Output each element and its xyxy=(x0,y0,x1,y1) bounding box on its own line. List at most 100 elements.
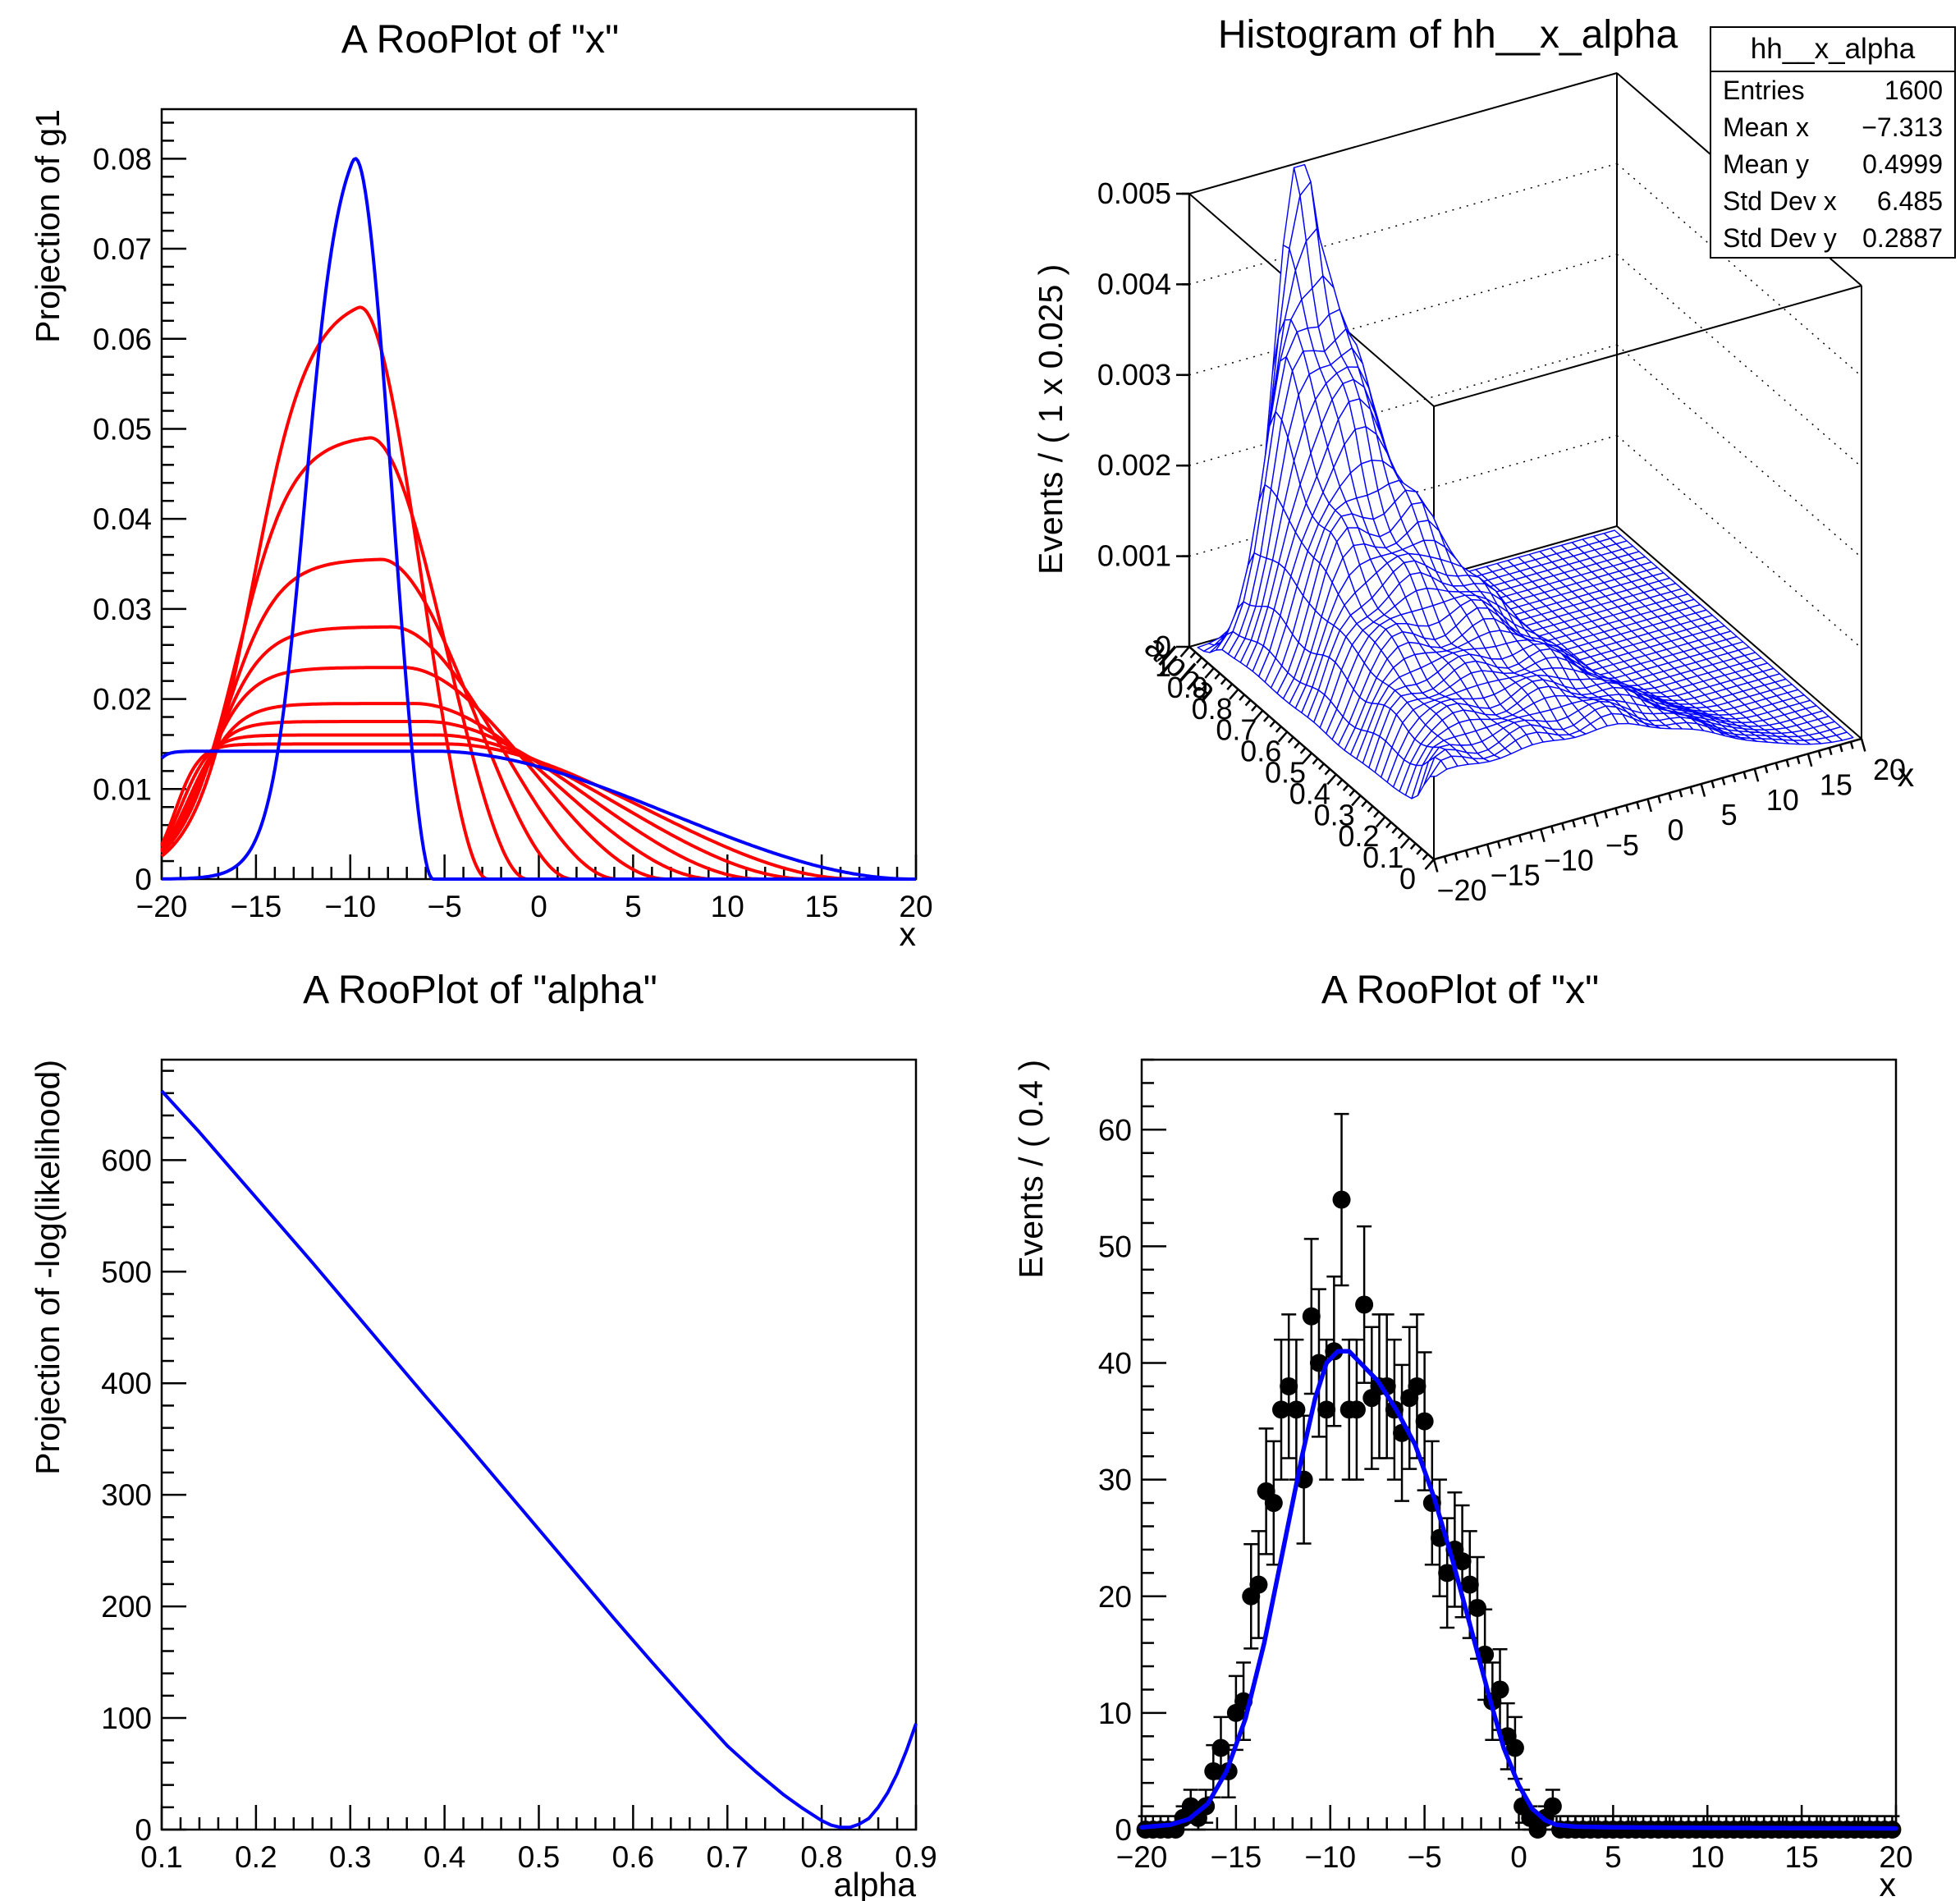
axis-tick xyxy=(1657,795,1662,804)
data-point xyxy=(1491,1680,1509,1699)
tick-label: 0.004 xyxy=(1097,267,1171,300)
stats-row: Std Dev y 0.2887 xyxy=(1711,220,1954,257)
axis-tick xyxy=(1839,744,1843,753)
y-axis-title: Events / ( 0.4 ) xyxy=(1012,1060,1050,1279)
axis-tick xyxy=(1342,784,1349,791)
tick-label: 0 xyxy=(135,1813,152,1847)
axis-tick xyxy=(1443,855,1448,864)
axis-tick xyxy=(1807,754,1813,767)
axis-tick xyxy=(1294,741,1301,749)
tick-label: 0 xyxy=(1510,1840,1527,1874)
x-axis-title: x xyxy=(1880,1866,1897,1901)
tick-label: 10 xyxy=(711,890,744,923)
tick-label: 0 xyxy=(530,890,547,923)
axis-tick xyxy=(1529,831,1533,840)
axis-tick xyxy=(1252,709,1264,721)
tick-label: 300 xyxy=(101,1478,152,1512)
axis-tick xyxy=(1214,672,1221,680)
tick-label: 0.1 xyxy=(140,1840,182,1874)
stats-label: Entries xyxy=(1723,76,1805,105)
tick-label: 0.04 xyxy=(93,502,152,536)
axis-tick xyxy=(1432,859,1439,873)
tick-label: 200 xyxy=(101,1590,152,1624)
tick-label: 500 xyxy=(101,1255,152,1289)
tick-label: 20 xyxy=(1873,753,1906,786)
plot-frame xyxy=(160,1058,918,1831)
data-point xyxy=(1505,1738,1524,1757)
axis-tick xyxy=(1849,741,1854,749)
tick-label: 0 xyxy=(1667,813,1683,847)
axis-tick xyxy=(1373,810,1380,818)
stats-box: hh__x_alpha Entries 1600 Mean x −7.313 M… xyxy=(1710,26,1956,259)
axis-tick xyxy=(1244,699,1252,707)
panel-rooplot-x-curves: −20 −15 −10 −5 0 5 10 15 20 0 0.01 0.02 0.03 0.04 0.05… xyxy=(0,0,980,950)
tick-label: 0.7 xyxy=(1216,713,1257,747)
box-edge xyxy=(1616,525,1862,740)
axis-tick xyxy=(1614,808,1619,816)
axis-tick xyxy=(1409,842,1417,850)
axis-tick xyxy=(1828,747,1833,756)
tick-label: −20 xyxy=(136,890,188,923)
axis-tick xyxy=(1399,837,1411,849)
tick-label: 0.6 xyxy=(612,1840,654,1874)
nll-scan-svg: 0.1 0.2 0.3 0.4 0.5 0.6 0.7 0.8 0.9 0 100 200 300 400… xyxy=(29,969,937,1901)
stats-label: Std Dev x xyxy=(1723,186,1837,216)
tick-label: 0.005 xyxy=(1097,176,1171,210)
error-bars xyxy=(1138,1112,1900,1831)
data-point xyxy=(1272,1400,1291,1419)
tick-label: 15 xyxy=(1820,767,1852,801)
tick-label: −20 xyxy=(1436,873,1486,907)
axis-tick xyxy=(1299,747,1307,754)
tick-label: 5 xyxy=(625,890,642,923)
tick-label: 60 xyxy=(1098,1113,1132,1147)
pdf-curve-red xyxy=(160,742,916,881)
tick-label: −5 xyxy=(1605,828,1639,862)
tick-label: 0.07 xyxy=(93,232,152,266)
axis-tick xyxy=(1582,817,1587,825)
axis-tick xyxy=(1324,768,1331,776)
axis-tick xyxy=(1561,822,1565,831)
tick-label: 15 xyxy=(1785,1840,1819,1874)
data-point xyxy=(1355,1295,1374,1314)
data-point xyxy=(1347,1400,1366,1419)
tick-label: 0.4 xyxy=(1289,776,1330,810)
tick-label: 0 xyxy=(135,863,152,896)
axis-tick xyxy=(1318,763,1325,771)
axis-tick xyxy=(1572,819,1576,828)
axis-tick xyxy=(1361,799,1367,808)
tick-label: 5 xyxy=(1721,798,1738,831)
axis-tick xyxy=(1336,779,1344,786)
plot-frame xyxy=(1140,1058,1898,1831)
stats-value: 6.485 xyxy=(1876,186,1943,216)
y-axis-title: Projection of g1 xyxy=(29,109,66,343)
axis-tick xyxy=(1817,750,1822,758)
axis-tick xyxy=(1202,662,1209,670)
tick-label: −5 xyxy=(1408,1840,1442,1874)
axis-tick xyxy=(1349,790,1356,797)
axis-tick xyxy=(1700,783,1706,797)
y-axis-title: Projection of -log(likelihood) xyxy=(29,1060,66,1475)
stats-row: Std Dev x 6.485 xyxy=(1711,183,1954,220)
page-title: A RooPlot of "x" xyxy=(341,18,619,62)
axis-tick xyxy=(1507,837,1512,846)
axis-tick xyxy=(1239,694,1245,701)
axis-tick xyxy=(1312,758,1319,765)
stats-row: Entries 1600 xyxy=(1711,72,1954,109)
x-axis-title: x xyxy=(900,915,917,950)
stats-value: 1600 xyxy=(1884,76,1943,105)
tick-label: 50 xyxy=(1098,1230,1132,1263)
surface-hh-x-alpha-svg: −20 −15 −10 −5 0 5 10 15 2000.10.20.30.40.50.60.… xyxy=(1032,13,1915,907)
tick-label: −20 xyxy=(1116,1840,1168,1874)
axis-tick xyxy=(1775,763,1779,771)
grid-line xyxy=(1188,344,1618,466)
axis-tick xyxy=(1416,848,1423,855)
axis-tick xyxy=(1251,704,1257,712)
axis-tick xyxy=(1860,738,1866,752)
data-point xyxy=(1317,1400,1336,1419)
x-axis-title: alpha xyxy=(834,1866,917,1901)
page-title: A RooPlot of "x" xyxy=(1321,969,1599,1012)
tick-label: 5 xyxy=(1605,1840,1622,1874)
tick-label: 0.3 xyxy=(1314,798,1355,831)
pdf-curve-blue xyxy=(160,749,916,881)
